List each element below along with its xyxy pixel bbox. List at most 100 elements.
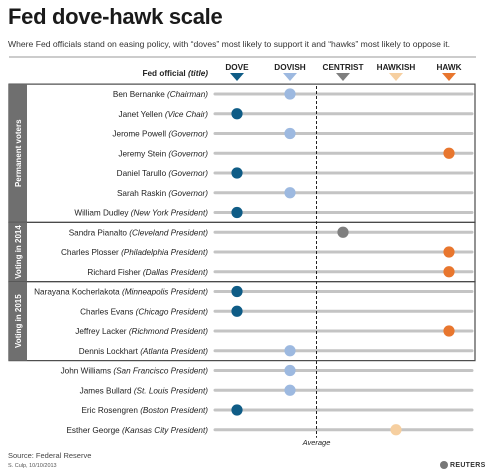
official-dot	[231, 404, 243, 416]
official-name: Sandra Pianalto	[69, 228, 130, 237]
official-title: (Vice Chair)	[165, 110, 208, 119]
official-dot	[443, 246, 455, 258]
official-dot	[337, 226, 349, 238]
scale-label: CENTRIST	[323, 63, 364, 72]
column-header: Fed official (title)	[142, 69, 208, 78]
official-dot	[284, 384, 296, 396]
official-label: Sandra Pianalto (Cleveland President)	[69, 228, 209, 237]
official-name: Narayana Kocherlakota	[34, 288, 122, 297]
scale-label: HAWKISH	[377, 63, 416, 72]
official-dot	[231, 108, 243, 120]
official-title: (New York President)	[131, 209, 208, 218]
official-label: Esther George (Kansas City President)	[66, 426, 208, 435]
official-label: Charles Evans (Chicago President)	[80, 307, 208, 316]
official-title: (Atlanta President)	[140, 347, 208, 356]
official-name: William Dudley	[74, 209, 130, 218]
official-name: Eric Rosengren	[81, 406, 140, 415]
reuters-logo-text: REUTERS	[450, 461, 486, 469]
official-dot	[284, 127, 296, 140]
official-label: Eric Rosengren (Boston President)	[81, 406, 208, 415]
official-name: Sarah Raskin	[117, 189, 168, 198]
group-label: Voting in 2014	[14, 225, 23, 279]
official-name: Ben Bernanke	[113, 90, 167, 99]
official-name: Jeffrey Lacker	[75, 327, 129, 336]
reuters-logo-icon	[440, 461, 448, 469]
official-label: Narayana Kocherlakota (Minneapolis Presi…	[34, 288, 208, 297]
group-label: Permanent voters	[14, 119, 23, 187]
official-dot	[284, 88, 296, 100]
official-title: (Kansas City President)	[122, 426, 208, 435]
official-name: James Bullard	[80, 386, 134, 395]
official-title: (Minneapolis President)	[122, 288, 208, 297]
official-label: Daniel Tarullo (Governor)	[117, 169, 209, 178]
official-label: William Dudley (New York President)	[74, 209, 208, 218]
official-dot	[390, 424, 402, 436]
group-strip	[9, 222, 27, 282]
scale-label: DOVISH	[274, 63, 305, 72]
official-label: John Williams (San Francisco President)	[61, 367, 209, 376]
official-name: Jerome Powell	[112, 130, 168, 139]
official-dot	[231, 285, 243, 298]
official-label: Richard Fisher (Dallas President)	[87, 268, 208, 277]
official-dot	[443, 266, 455, 278]
official-label: Charles Plosser (Philadelphia President)	[61, 248, 208, 257]
official-title: (Governor)	[168, 149, 208, 158]
official-dot	[443, 325, 455, 337]
page-title: Fed dove-hawk scale	[8, 4, 223, 29]
scale-marker-icon	[283, 73, 297, 81]
official-name: Esther George	[66, 426, 122, 435]
reuters-logo: REUTERS	[440, 461, 486, 469]
official-name: Daniel Tarullo	[117, 169, 169, 178]
group-strip	[9, 84, 27, 223]
column-header-name: Fed official	[142, 69, 188, 78]
credit-note: S. Culp, 10/10/2013	[8, 463, 57, 469]
official-title: (Chairman)	[167, 90, 208, 99]
official-title: (Philadelphia President)	[121, 248, 208, 257]
official-title: (Dallas President)	[143, 268, 208, 277]
scale-label: DOVE	[225, 63, 249, 72]
official-name: Charles Plosser	[61, 248, 121, 257]
official-title: (Boston President)	[140, 406, 208, 415]
official-label: James Bullard (St. Louis President)	[80, 386, 209, 395]
official-dot	[231, 206, 243, 219]
official-dot	[284, 345, 296, 357]
scale-marker-icon	[230, 73, 244, 81]
official-name: Janet Yellen	[118, 110, 164, 119]
official-title: (Richmond President)	[129, 327, 208, 336]
group-label: Voting in 2015	[14, 294, 23, 348]
group-strip	[9, 281, 27, 361]
official-name: Richard Fisher	[87, 268, 143, 277]
official-title: (Cleveland President)	[129, 228, 208, 237]
official-label: Dennis Lockhart (Atlanta President)	[79, 347, 209, 356]
official-title: (San Francisco President)	[113, 367, 208, 376]
scale-marker-icon	[442, 73, 456, 81]
scale-marker-icon	[389, 73, 403, 81]
official-label: Jeffrey Lacker (Richmond President)	[75, 327, 208, 336]
official-dot	[443, 147, 455, 159]
official-dot	[231, 305, 243, 317]
official-name: John Williams	[61, 367, 114, 376]
official-label: Jerome Powell (Governor)	[112, 130, 208, 139]
official-title: (Chicago President)	[136, 307, 209, 316]
scale-marker-icon	[336, 73, 350, 81]
average-label: Average	[302, 438, 331, 447]
official-label: Janet Yellen (Vice Chair)	[118, 110, 208, 119]
official-dot	[231, 167, 243, 179]
page-subtitle: Where Fed officials stand on easing poli…	[8, 39, 450, 49]
source-note: Source: Federal Reserve	[8, 451, 92, 460]
official-title: (Governor)	[168, 169, 208, 178]
official-label: Jeremy Stein (Governor)	[118, 149, 208, 158]
official-title: (Governor)	[168, 130, 208, 139]
official-name: Jeremy Stein	[118, 149, 168, 158]
official-name: Dennis Lockhart	[79, 347, 140, 356]
official-label: Ben Bernanke (Chairman)	[113, 90, 208, 99]
column-header-title: (title)	[188, 69, 208, 78]
official-dot	[284, 187, 296, 199]
official-name: Charles Evans	[80, 307, 136, 316]
scale-label: HAWK	[436, 63, 461, 72]
official-title: (St. Louis President)	[134, 386, 208, 395]
official-dot	[284, 364, 296, 377]
official-label: Sarah Raskin (Governor)	[117, 189, 208, 198]
official-title: (Governor)	[168, 189, 208, 198]
